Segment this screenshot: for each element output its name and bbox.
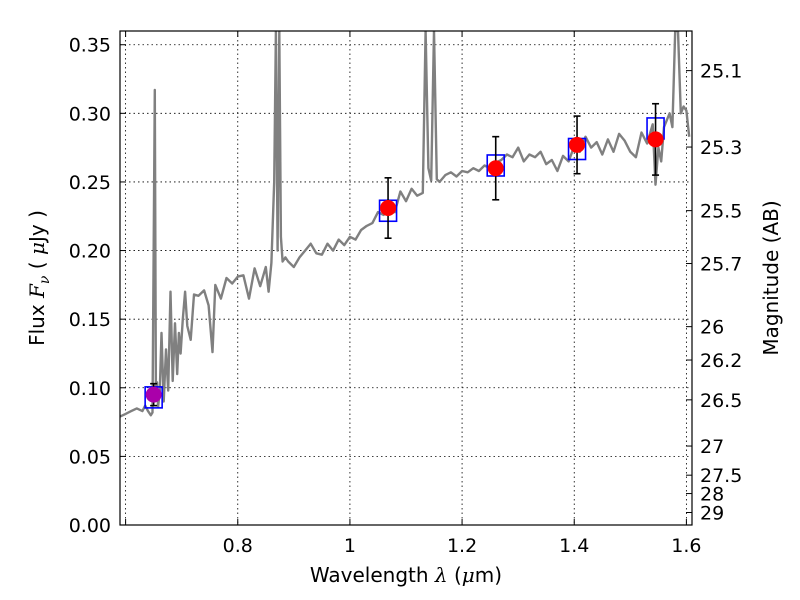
y-tick-label: 0.15 <box>69 309 111 331</box>
x-tick-label: 1 <box>344 535 356 557</box>
x-tick-label: 1.4 <box>559 535 589 557</box>
y-tick-label: 0.30 <box>69 103 111 125</box>
model-spectrum-line <box>120 31 691 418</box>
mag-tick-label: 26 <box>700 317 724 339</box>
mag-tick-label: 26.5 <box>700 390 742 412</box>
grid <box>120 31 692 526</box>
observed-point <box>569 136 586 153</box>
observed-point <box>145 386 162 403</box>
y-tick-label: 0.00 <box>69 515 111 537</box>
x-tick-label: 1.6 <box>671 535 701 557</box>
y-tick-label: 0.35 <box>69 35 111 57</box>
mag-tick-label: 25.3 <box>700 137 742 159</box>
mag-tick-label: 26.2 <box>700 350 742 372</box>
y2-axis-title: Magnitude (AB) <box>759 200 783 355</box>
x-tick-label: 1.2 <box>447 535 477 557</box>
observed-point <box>647 131 664 148</box>
y-axis-title: Flux Fν ( μJy ) <box>25 210 53 346</box>
x-axis-title: Wavelength λ (μm) <box>310 563 502 587</box>
mag-tick-label: 25.5 <box>700 201 742 223</box>
observed-point <box>380 200 397 217</box>
y-tick-label: 0.05 <box>69 446 111 468</box>
y-tick-label: 0.25 <box>69 172 111 194</box>
mag-tick-label: 27.5 <box>700 465 742 487</box>
mag-tick-label: 27 <box>700 436 724 458</box>
observed-point <box>487 160 504 177</box>
mag-tick-label: 25.1 <box>700 61 742 83</box>
y-tick-label: 0.20 <box>69 241 111 263</box>
mag-tick-label: 28 <box>700 484 724 506</box>
x-tick-label: 0.8 <box>223 535 253 557</box>
plot-area <box>120 31 691 418</box>
y-tick-label: 0.10 <box>69 378 111 400</box>
mag-tick-label: 29 <box>700 502 724 524</box>
axes-frame <box>119 30 693 526</box>
ticks: 0.8 1 1.2 1.4 1.6 0.00 0.05 0.10 0.15 0.20 0.25 0.3… <box>69 31 742 557</box>
mag-tick-label: 25.7 <box>700 254 742 276</box>
